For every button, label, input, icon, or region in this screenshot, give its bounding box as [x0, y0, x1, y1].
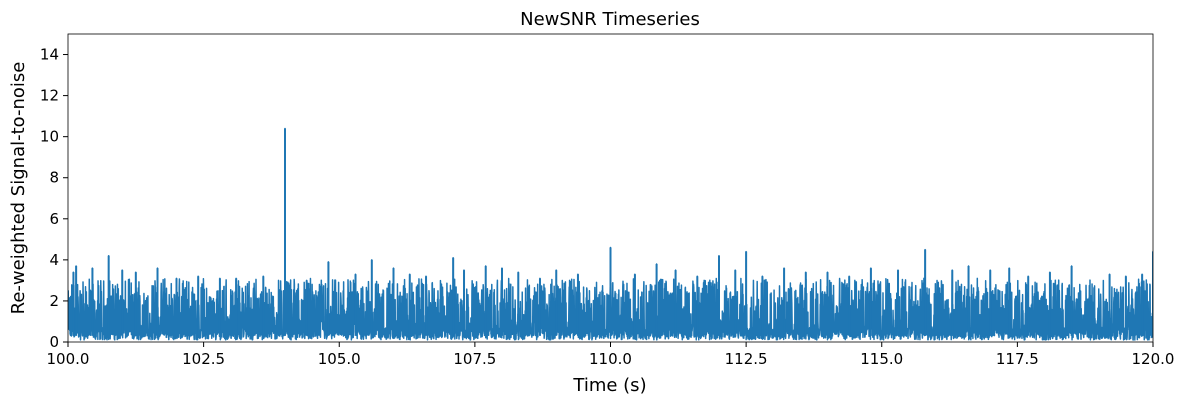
x-tick-label: 120.0 — [1132, 350, 1175, 368]
y-tick-label: 4 — [49, 251, 59, 269]
y-tick-label: 14 — [40, 46, 59, 64]
x-tick-label: 100.0 — [47, 350, 90, 368]
x-axis-label: Time (s) — [572, 375, 646, 396]
x-tick-label: 110.0 — [589, 350, 632, 368]
x-tick-label: 102.5 — [182, 350, 225, 368]
x-tick-label: 105.0 — [318, 350, 361, 368]
chart-title: NewSNR Timeseries — [520, 9, 700, 30]
y-tick-label: 10 — [40, 128, 59, 146]
y-tick-label: 2 — [49, 292, 59, 310]
y-axis: 0 2 4 6 8 10 12 14 — [40, 46, 68, 351]
x-tick-label: 115.0 — [860, 350, 903, 368]
x-tick-label: 107.5 — [453, 350, 496, 368]
x-axis: 100.0 102.5 105.0 107.5 110.0 112.5 115.0 117.5… — [47, 342, 1175, 368]
y-tick-label: 0 — [49, 333, 59, 351]
x-tick-label: 117.5 — [996, 350, 1039, 368]
y-axis-label: Re-weighted Signal-to-noise — [8, 62, 29, 315]
y-tick-label: 6 — [49, 210, 59, 228]
series-layer — [68, 127, 1153, 341]
x-tick-label: 112.5 — [725, 350, 768, 368]
y-tick-label: 12 — [40, 87, 59, 105]
y-tick-label: 8 — [49, 169, 59, 187]
